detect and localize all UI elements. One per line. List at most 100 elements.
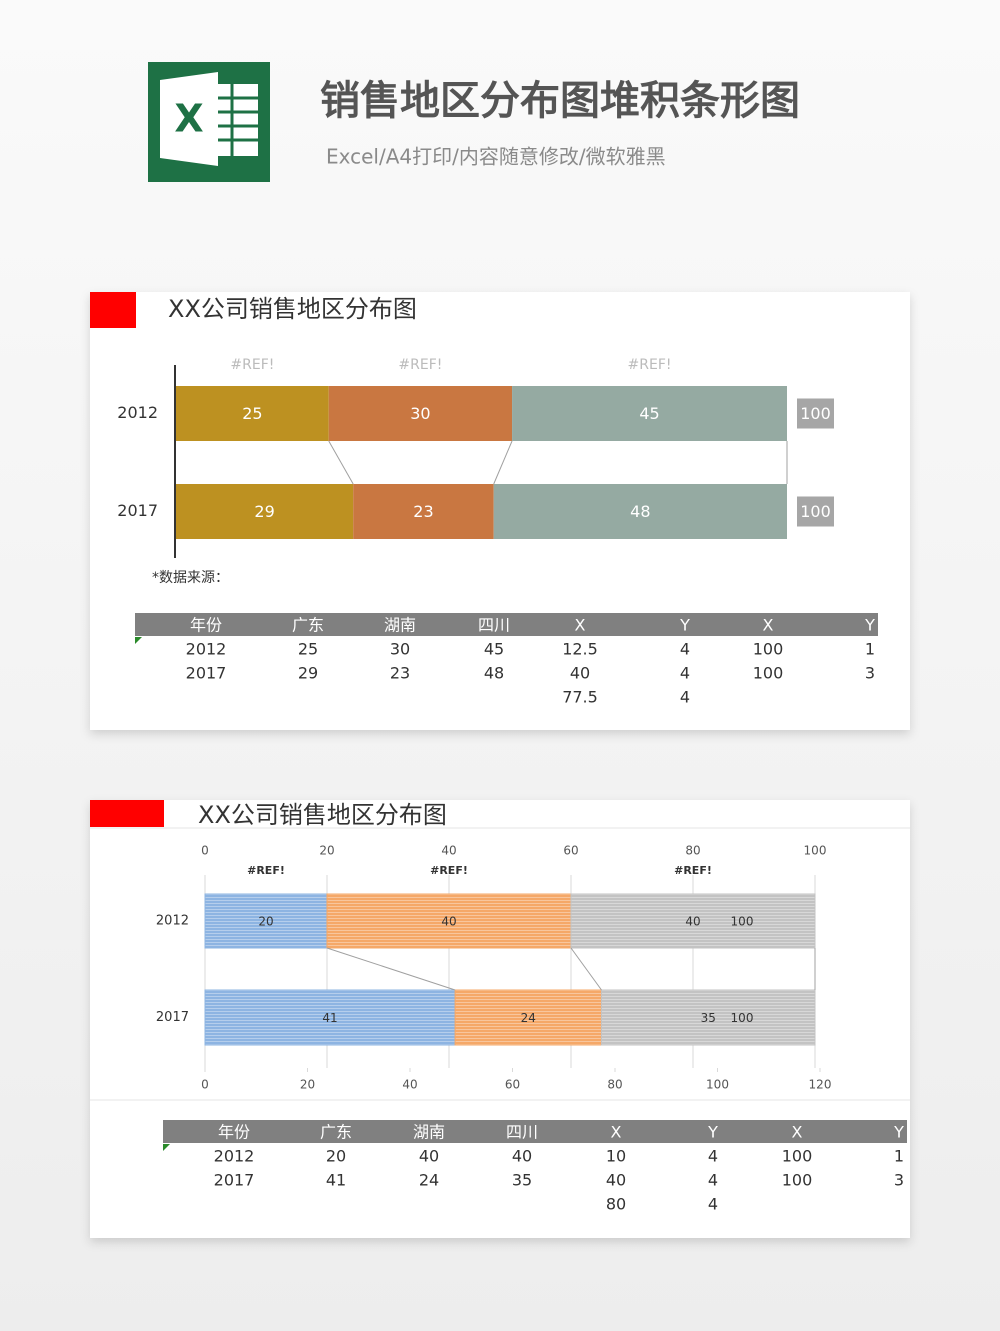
table-cell: 10	[606, 1147, 626, 1166]
x2-tick-label: 40	[402, 1078, 417, 1092]
table-header-bar	[163, 1120, 907, 1143]
cell-marker	[163, 1144, 170, 1151]
bar-segment	[204, 989, 456, 1046]
total-label: 100	[731, 1011, 754, 1025]
table-cell: 4	[708, 1171, 718, 1190]
table-header: X	[763, 616, 774, 635]
table-cell: 1	[894, 1147, 904, 1166]
table-cell: 4	[680, 664, 690, 683]
bar-segment	[512, 386, 787, 441]
table-header: X	[792, 1123, 803, 1142]
table-cell: 2017	[186, 664, 227, 683]
excel-icon: X	[148, 62, 270, 182]
x2-tick-label: 20	[300, 1078, 315, 1092]
x-tick-label: 20	[319, 844, 334, 858]
bar-segment	[454, 989, 602, 1046]
card-marker	[90, 292, 136, 328]
data-label: 40	[685, 915, 700, 929]
table-cell: 77.5	[562, 688, 598, 707]
table-header: Y	[679, 616, 690, 635]
series-line	[570, 947, 602, 991]
category-label: 2012	[117, 403, 158, 422]
bar-segment	[601, 989, 816, 1046]
data-label: 35	[701, 1011, 716, 1025]
series-name: #REF!	[398, 357, 442, 373]
table-header: 湖南	[413, 1123, 445, 1142]
table-cell: 45	[484, 640, 504, 659]
page-subtitle: Excel/A4打印/内容随意修改/微软雅黑	[326, 145, 666, 169]
x-tick-label: 0	[201, 844, 209, 858]
table-cell: 100	[753, 664, 784, 683]
data-label: 40	[441, 915, 456, 929]
x-tick-label: 60	[563, 844, 578, 858]
x-tick-label: 100	[804, 844, 827, 858]
table-cell: 23	[390, 664, 410, 683]
x2-tick-label: 60	[505, 1078, 520, 1092]
series-name: #REF!	[430, 864, 468, 877]
data-label: 25	[242, 404, 262, 423]
table-header: 湖南	[384, 616, 416, 635]
bar-segment	[328, 386, 513, 441]
table-cell: 20	[326, 1147, 346, 1166]
table-cell: 1	[865, 640, 875, 659]
table-cell: 40	[606, 1171, 626, 1190]
x2-tick-label: 100	[706, 1078, 729, 1092]
table-header: 四川	[478, 616, 510, 635]
table-cell: 40	[419, 1147, 439, 1166]
table-cell: 100	[782, 1171, 813, 1190]
category-label: 2017	[156, 1010, 189, 1025]
x2-tick-label: 80	[607, 1078, 622, 1092]
table-header: Y	[864, 616, 875, 635]
table-cell: 3	[865, 664, 875, 683]
table-cell: 12.5	[562, 640, 598, 659]
table-cell: 4	[680, 640, 690, 659]
table-cell: 4	[708, 1195, 718, 1214]
data-label: 45	[639, 404, 659, 423]
bar-segment	[326, 893, 572, 949]
category-label: 2012	[156, 914, 189, 929]
series-name: #REF!	[628, 357, 672, 373]
x-tick-label: 40	[441, 844, 456, 858]
table-header-bar	[135, 613, 878, 636]
bar-segment	[176, 484, 354, 539]
table-cell: 25	[298, 640, 318, 659]
table-cell: 4	[708, 1147, 718, 1166]
data-label: 48	[630, 502, 650, 521]
table-header: 广东	[292, 616, 324, 635]
card-title: XX公司销售地区分布图	[168, 295, 417, 323]
data-label: 20	[258, 915, 273, 929]
series-name: #REF!	[674, 864, 712, 877]
total-label: 100	[800, 404, 831, 423]
data-label: 30	[410, 404, 430, 423]
table-header: 年份	[218, 1123, 250, 1142]
x-tick-label: 80	[685, 844, 700, 858]
table-cell: 2017	[214, 1171, 255, 1190]
table-cell: 40	[512, 1147, 532, 1166]
table-cell: 4	[680, 688, 690, 707]
total-label: 100	[731, 915, 754, 929]
cell-marker	[135, 637, 142, 644]
total-box	[797, 496, 834, 527]
card-title: XX公司销售地区分布图	[198, 801, 447, 829]
table-cell: 3	[894, 1171, 904, 1190]
table-cell: 24	[419, 1171, 439, 1190]
table-cell: 2012	[186, 640, 227, 659]
series-line	[326, 947, 456, 991]
table-cell: 35	[512, 1171, 532, 1190]
x2-tick-label: 120	[809, 1078, 832, 1092]
table-header: X	[611, 1123, 622, 1142]
bar-segment	[570, 893, 816, 949]
table-cell: 40	[570, 664, 590, 683]
series-name: #REF!	[230, 357, 274, 373]
table-cell: 2012	[214, 1147, 255, 1166]
table-header: 年份	[190, 616, 222, 635]
table-cell: 100	[782, 1147, 813, 1166]
data-label: 24	[521, 1011, 536, 1025]
series-line	[328, 440, 354, 485]
table-header: 广东	[320, 1123, 352, 1142]
category-label: 2017	[117, 501, 158, 520]
table-cell: 100	[753, 640, 784, 659]
table-header: Y	[707, 1123, 718, 1142]
bar-segment	[204, 893, 328, 949]
